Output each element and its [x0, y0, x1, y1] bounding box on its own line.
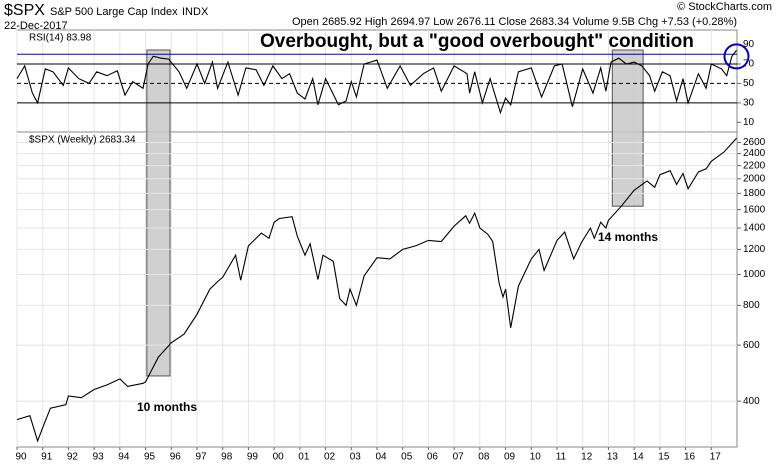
- y-tick-label: 1000: [743, 269, 766, 280]
- y-tick-label: 600: [743, 340, 760, 351]
- highlight-circle: [723, 43, 750, 70]
- x-tick-label: 14: [633, 452, 645, 463]
- x-tick-label: 13: [607, 452, 619, 463]
- x-tick-label: 05: [401, 452, 413, 463]
- y-tick-label: 70: [743, 59, 755, 70]
- y-tick-label: 1800: [743, 188, 766, 199]
- x-tick-label: 09: [504, 452, 516, 463]
- panel-label: $SPX (Weekly) 2683.34: [29, 135, 136, 146]
- shaded-region: [146, 49, 171, 377]
- x-tick-label: 16: [684, 452, 696, 463]
- x-tick-label: 95: [144, 452, 156, 463]
- y-tick-label: 10: [743, 117, 755, 128]
- x-tick-label: 08: [478, 452, 490, 463]
- x-tick-label: 92: [67, 452, 79, 463]
- x-tick-label: 17: [710, 452, 722, 463]
- y-tick-label: 2000: [743, 173, 766, 184]
- y-tick-label: 2200: [743, 160, 766, 171]
- y-tick-label: 30: [743, 97, 755, 108]
- x-tick-label: 10: [530, 452, 542, 463]
- x-tick-label: 98: [221, 452, 233, 463]
- x-tick-label: 96: [170, 452, 182, 463]
- annotation: Overbought, but a "good overbought" cond…: [260, 31, 694, 52]
- x-tick-label: 06: [427, 452, 439, 463]
- y-tick-label: 1200: [743, 244, 766, 255]
- x-tick-label: 11: [556, 452, 567, 463]
- y-tick-label: 1600: [743, 204, 766, 215]
- date: 22-Dec-2017: [4, 20, 68, 32]
- y-tick-label: 1400: [743, 223, 766, 234]
- exchange: INDX: [182, 6, 209, 18]
- x-tick-label: 01: [298, 452, 310, 463]
- x-tick-label: 99: [247, 452, 259, 463]
- x-tick-label: 04: [375, 452, 387, 463]
- y-tick-label: 400: [743, 396, 760, 407]
- price-line: [16, 50, 737, 115]
- x-tick-label: 97: [195, 452, 207, 463]
- y-tick-label: 50: [743, 78, 755, 89]
- x-tick-label: 02: [324, 452, 336, 463]
- annotation: 10 months: [137, 400, 197, 414]
- y-tick-label: 800: [743, 300, 760, 311]
- index-name: S&P 500 Large Cap Index: [50, 6, 178, 18]
- x-tick-label: 12: [581, 452, 593, 463]
- x-tick-label: 00: [273, 452, 285, 463]
- quote: Open 2685.92 High 2694.97 Low 2676.11 Cl…: [292, 16, 737, 28]
- y-tick-label: 2400: [743, 148, 766, 159]
- x-tick-label: 93: [93, 452, 105, 463]
- symbol: $SPX: [4, 2, 45, 19]
- x-tick-label: 15: [658, 452, 670, 463]
- x-tick-label: 90: [15, 452, 27, 463]
- x-tick-label: 94: [118, 452, 130, 463]
- y-tick-label: 90: [743, 39, 755, 50]
- panel-label: RSI(14) 83.98: [29, 33, 92, 44]
- x-tick-label: 03: [350, 452, 362, 463]
- annotation: 14 months: [598, 230, 658, 244]
- shaded-region: [611, 49, 644, 207]
- price-line: [16, 137, 737, 443]
- y-tick-label: 2600: [743, 137, 766, 148]
- x-tick-label: 07: [453, 452, 465, 463]
- source: © StockCharts.com: [677, 1, 772, 13]
- x-tick-label: 91: [41, 452, 53, 463]
